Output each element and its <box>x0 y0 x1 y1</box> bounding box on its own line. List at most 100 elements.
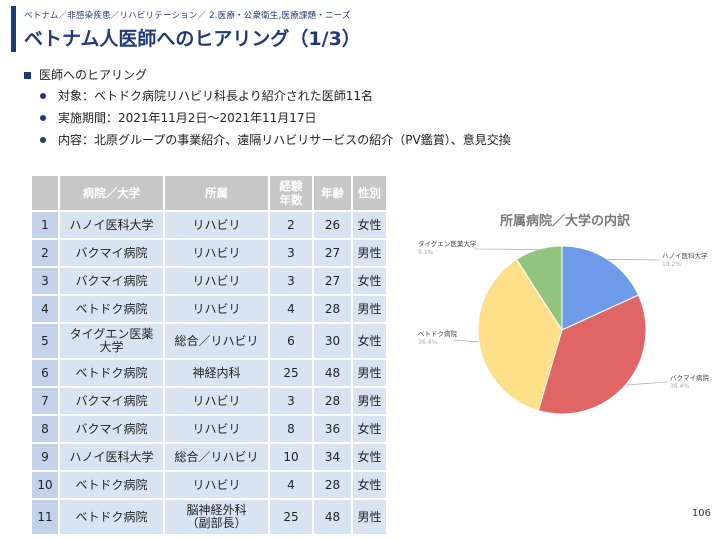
table-row: 11 ベトドク病院 脳神経外科 （副部長） 25 48 男性 <box>32 500 386 534</box>
table-cell: 7 <box>32 388 58 414</box>
column-header: 病院／大学 <box>60 176 163 210</box>
doctor-table: 病院／大学 所属 経験 年数 年齢 性別 1 ハノイ医科大学 リハビリ 2 26 女性 2 バ… <box>30 174 388 536</box>
pie-slice-value: 9.1% <box>418 249 434 256</box>
pie-slice <box>477 258 563 412</box>
table-cell: 28 <box>314 472 351 498</box>
table-header-row: 病院／大学 所属 経験 年数 年齢 性別 <box>32 176 386 210</box>
table-row: 4 ベトドク病院 リハビリ 4 28 男性 <box>32 296 386 322</box>
table-cell: ハノイ医科大学 <box>60 212 163 238</box>
table-cell: 3 <box>32 268 58 294</box>
table-cell: 25 <box>270 360 312 386</box>
table-cell: バクマイ病院 <box>60 240 163 266</box>
table-cell: バクマイ病院 <box>60 388 163 414</box>
table-row: 10 ベトドク病院 リハビリ 4 28 女性 <box>32 472 386 498</box>
bullet-dot-icon <box>40 114 46 121</box>
table-cell: 36 <box>314 416 351 442</box>
pie-slice-label: ベトドク病院 <box>418 329 458 338</box>
pie-slice-value: 36.4% <box>418 339 437 346</box>
table-cell: リハビリ <box>165 240 268 266</box>
table-cell: 総合／リハビリ <box>165 324 268 358</box>
table-cell: 神経内科 <box>165 360 268 386</box>
bullet-item: 対象：ベトドク病院リハビリ科長より紹介された医師11名 <box>40 88 511 110</box>
table-cell: ハノイ医科大学 <box>60 444 163 470</box>
pie-slice <box>515 245 563 332</box>
table-cell: 6 <box>32 360 58 386</box>
section-heading: 医師へのヒアリング <box>24 66 147 83</box>
table-row: 7 バクマイ病院 リハビリ 3 28 男性 <box>32 388 386 414</box>
table-cell: 1 <box>32 212 58 238</box>
table-row: 8 バクマイ病院 リハビリ 8 36 女性 <box>32 416 386 442</box>
pie-leader-line <box>453 339 479 343</box>
bullet-text: 実施期間：2021年11月2日〜2021年11月17日 <box>58 111 317 125</box>
table-cell: 女性 <box>353 212 386 238</box>
table-cell: 男性 <box>353 388 386 414</box>
table-cell: 6 <box>270 324 312 358</box>
page-title: ベトナム人医師へのヒアリング（1/3） <box>24 28 361 50</box>
table-cell: 28 <box>314 296 351 322</box>
table-cell: リハビリ <box>165 296 268 322</box>
bullet-item: 実施期間：2021年11月2日〜2021年11月17日 <box>40 110 511 132</box>
table-cell: 27 <box>314 240 351 266</box>
column-header: 経験 年数 <box>270 176 312 210</box>
pie-slice <box>561 245 640 331</box>
table-cell: 男性 <box>353 240 386 266</box>
table-cell: 3 <box>270 240 312 266</box>
table-cell: 4 <box>270 296 312 322</box>
table-cell: 10 <box>270 444 312 470</box>
table-cell: 女性 <box>353 268 386 294</box>
table-cell: リハビリ <box>165 388 268 414</box>
bullet-dot-icon <box>40 92 46 99</box>
table-cell: 26 <box>314 212 351 238</box>
table-cell: 8 <box>32 416 58 442</box>
section-heading-text: 医師へのヒアリング <box>39 68 148 82</box>
table-cell: 10 <box>32 472 58 498</box>
table-cell: 女性 <box>353 472 386 498</box>
table-cell: 11 <box>32 500 58 534</box>
table-cell: ベトドク病院 <box>60 296 163 322</box>
column-header: 年齢 <box>314 176 351 210</box>
bullet-dot-icon <box>40 136 46 143</box>
table-row: 9 ハノイ医科大学 総合／リハビリ 10 34 女性 <box>32 444 386 470</box>
pie-slice-value: 18.2% <box>662 261 681 268</box>
table-cell: 28 <box>314 388 351 414</box>
table-row: 6 ベトドク病院 神経内科 25 48 男性 <box>32 360 386 386</box>
table-cell: 女性 <box>353 444 386 470</box>
table-cell: 2 <box>270 212 312 238</box>
table-cell: ベトドク病院 <box>60 472 163 498</box>
table-cell: 30 <box>314 324 351 358</box>
pie-leader-line <box>607 259 661 261</box>
table-cell: リハビリ <box>165 416 268 442</box>
table-cell: 8 <box>270 416 312 442</box>
bullet-list: 対象：ベトドク病院リハビリ科長より紹介された医師11名 実施期間：2021年11… <box>40 88 511 154</box>
table-cell: タイグエン医薬 大学 <box>60 324 163 358</box>
table-row: 2 バクマイ病院 リハビリ 3 27 男性 <box>32 240 386 266</box>
table-cell: 女性 <box>353 416 386 442</box>
table-cell: リハビリ <box>165 212 268 238</box>
bullet-text: 内容：北原グループの事業紹介、遠隔リハビリサービスの紹介（PV鑑賞）、意見交換 <box>58 133 511 147</box>
table-cell: 男性 <box>353 360 386 386</box>
pie-slice-value: 36.4% <box>670 383 689 390</box>
table-cell: ベトドク病院 <box>60 500 163 534</box>
table-cell: 男性 <box>353 500 386 534</box>
table-row: 3 バクマイ病院 リハビリ 3 27 女性 <box>32 268 386 294</box>
table-cell: 4 <box>270 472 312 498</box>
table-cell: 女性 <box>353 324 386 358</box>
column-header: 性別 <box>353 176 386 210</box>
table-cell: 4 <box>32 296 58 322</box>
page-number: 106 <box>691 508 711 519</box>
table-cell: 脳神経外科 （副部長） <box>165 500 268 534</box>
table-cell: 総合／リハビリ <box>165 444 268 470</box>
table-cell: 3 <box>270 268 312 294</box>
pie-slice-label: ハノイ医科大学 <box>662 251 708 260</box>
table-row: 5 タイグエン医薬 大学 総合／リハビリ 6 30 女性 <box>32 324 386 358</box>
bullet-item: 内容：北原グループの事業紹介、遠隔リハビリサービスの紹介（PV鑑賞）、意見交換 <box>40 132 511 154</box>
table-cell: 48 <box>314 360 351 386</box>
table-cell: バクマイ病院 <box>60 268 163 294</box>
table-cell: 5 <box>32 324 58 358</box>
pie-slice-label: バクマイ病院 <box>670 373 710 382</box>
table-cell: 48 <box>314 500 351 534</box>
title-accent-bar <box>11 6 16 52</box>
pie-chart: ハノイ医科大学18.2%バクマイ病院36.4%ベトドク病院36.4%タイグエン医… <box>418 239 710 415</box>
bullet-text: 対象：ベトドク病院リハビリ科長より紹介された医師11名 <box>58 89 374 103</box>
column-header: 所属 <box>165 176 268 210</box>
